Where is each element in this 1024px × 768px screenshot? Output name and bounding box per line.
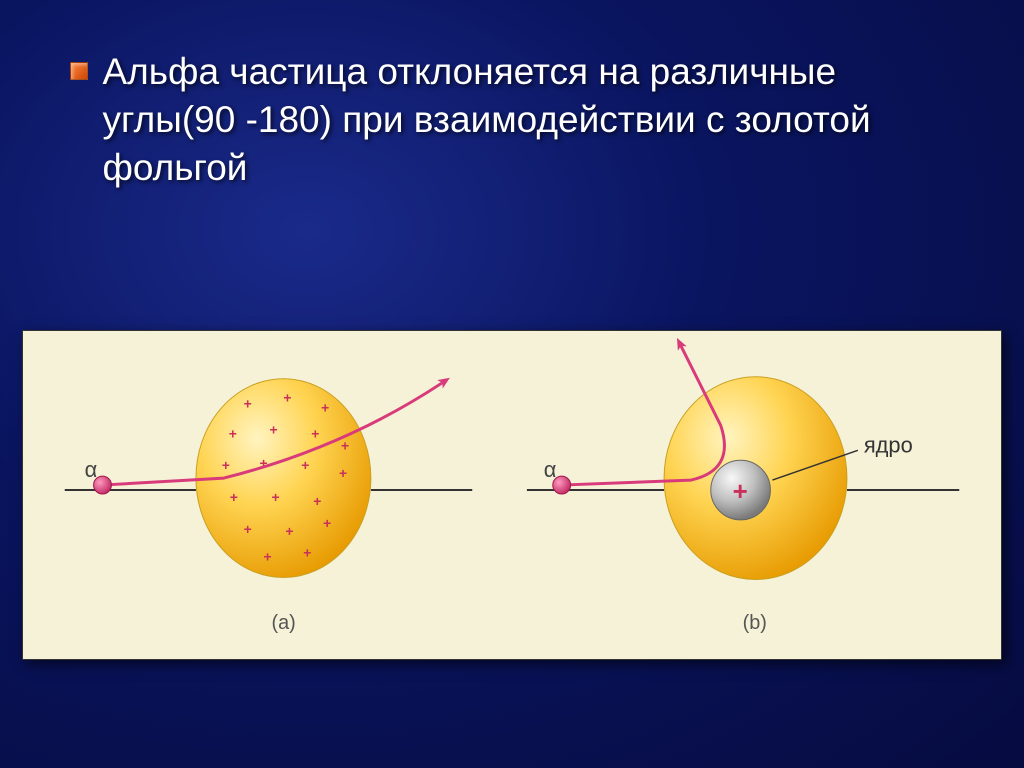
title-block: Альфа частица отклоняется на различные у… <box>70 48 964 192</box>
diagram-b: + α ядро (b) <box>527 346 959 634</box>
plus-icon: + <box>229 425 237 441</box>
plus-icon: + <box>303 545 311 561</box>
sub-label-b: (b) <box>743 612 767 634</box>
plus-icon: + <box>311 425 319 441</box>
plus-icon: + <box>285 523 293 539</box>
plus-icon: + <box>321 400 329 416</box>
plus-icon: + <box>222 457 230 473</box>
diagram-panel: +++++++++++++++++++ α (a) + α ядро (b) <box>22 330 1002 660</box>
plus-icon: + <box>244 521 252 537</box>
plus-icon: + <box>339 465 347 481</box>
nucleus-label: ядро <box>864 432 913 457</box>
plus-icon: + <box>341 437 349 453</box>
plus-icon: + <box>264 549 272 565</box>
alpha-label-b: α <box>544 457 557 482</box>
diagram-svg: +++++++++++++++++++ α (a) + α ядро (b) <box>23 331 1001 659</box>
plus-icon: + <box>301 457 309 473</box>
plus-icon: + <box>244 396 252 412</box>
slide-title: Альфа частица отклоняется на различные у… <box>102 48 956 192</box>
nucleus-plus: + <box>733 478 748 506</box>
bullet-icon <box>70 62 88 80</box>
plus-icon: + <box>313 493 321 509</box>
plus-icon: + <box>283 390 291 406</box>
diagram-a: +++++++++++++++++++ α (a) <box>65 379 473 634</box>
sub-label-a: (a) <box>271 612 295 634</box>
plus-icon: + <box>230 489 238 505</box>
plus-icon: + <box>323 515 331 531</box>
alpha-label-a: α <box>85 457 98 482</box>
plus-icon: + <box>269 421 277 437</box>
plus-icon: + <box>271 489 279 505</box>
